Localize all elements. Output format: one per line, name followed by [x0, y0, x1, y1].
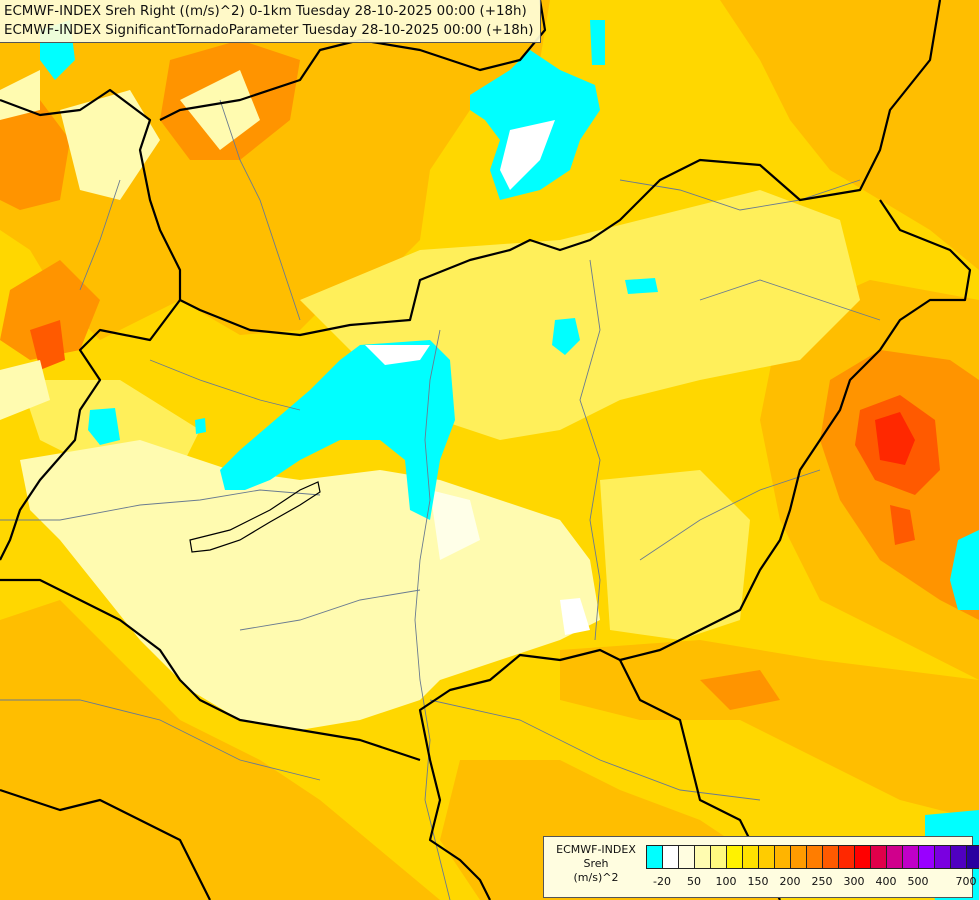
legend-swatch [823, 846, 839, 868]
legend-swatch [967, 846, 979, 868]
map-title-box: ECMWF-INDEX Sreh Right ((m/s)^2) 0-1km T… [0, 0, 541, 43]
legend-tick-label: 200 [779, 875, 801, 888]
legend-swatch [791, 846, 807, 868]
lake-balaton [189, 481, 321, 553]
title-line-1: ECMWF-INDEX Sreh Right ((m/s)^2) 0-1km T… [4, 4, 527, 19]
legend-swatch [727, 846, 743, 868]
legend-swatch [807, 846, 823, 868]
legend-swatch [695, 846, 711, 868]
legend-title: ECMWF-INDEX Sreh (m/s)^2 [546, 843, 646, 885]
legend-swatch [711, 846, 727, 868]
legend-title-variable: Sreh [583, 857, 609, 870]
legend-swatch [759, 846, 775, 868]
legend-swatch [775, 846, 791, 868]
legend-tick-label: 300 [843, 875, 865, 888]
legend-swatch [919, 846, 935, 868]
legend-swatch [647, 846, 663, 868]
legend-swatch [743, 846, 759, 868]
color-legend: ECMWF-INDEX Sreh (m/s)^2 -20 50 100 150 200 2… [543, 836, 979, 898]
legend-swatch [839, 846, 855, 868]
legend-color-bar [646, 845, 979, 869]
legend-swatch [679, 846, 695, 868]
legend-title-source: ECMWF-INDEX [556, 843, 636, 856]
legend-swatch [935, 846, 951, 868]
legend-tick-label: -20 [653, 875, 671, 888]
legend-title-unit: (m/s)^2 [573, 871, 619, 884]
legend-swatch [855, 846, 871, 868]
legend-tick-label: 100 [715, 875, 737, 888]
legend-swatch [951, 846, 967, 868]
legend-tick-label: 250 [811, 875, 833, 888]
legend-tick-label: 150 [747, 875, 769, 888]
legend-tick-label: 400 [875, 875, 897, 888]
legend-tick-label: 700 [955, 875, 977, 888]
legend-swatch [663, 846, 679, 868]
title-line-2: ECMWF-INDEX SignificantTornadoParameter … [4, 23, 534, 38]
rivers [0, 99, 881, 900]
legend-swatch [887, 846, 903, 868]
legend-tick-label: 50 [687, 875, 701, 888]
red-zones [30, 320, 940, 545]
legend-swatch [871, 846, 887, 868]
legend-swatch [903, 846, 919, 868]
legend-tick-label: 500 [907, 875, 929, 888]
